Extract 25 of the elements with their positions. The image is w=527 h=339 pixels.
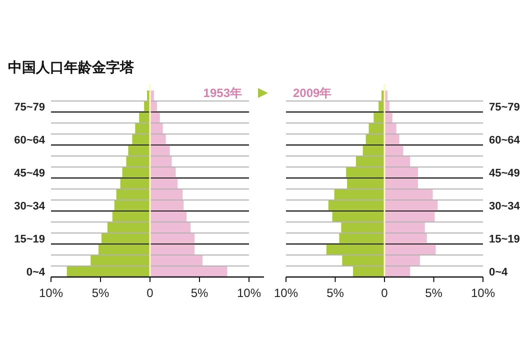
y-tick-label: 0~4 xyxy=(26,266,46,278)
y-tick-label: 15~19 xyxy=(489,234,520,246)
y-tick-label: 60~64 xyxy=(14,134,46,146)
x-tick-label: 10% xyxy=(274,286,298,300)
y-tick-label: 30~34 xyxy=(14,200,46,212)
annotation: 1953年 xyxy=(203,86,242,100)
annotation: 2009年 xyxy=(293,86,332,100)
y-tick-label: 60~64 xyxy=(489,134,521,146)
x-tick-label: 10% xyxy=(470,286,496,300)
x-tick-label: 10% xyxy=(38,286,64,300)
x-tick-label: 5% xyxy=(326,286,344,300)
y-tick-label: 30~34 xyxy=(489,200,521,212)
y-tick-label: 75~79 xyxy=(489,102,520,114)
y-tick-label: 75~79 xyxy=(14,102,45,114)
x-tick-label: 0 xyxy=(381,286,388,300)
x-tick-label: 5% xyxy=(425,286,443,300)
y-tick-label: 0~4 xyxy=(489,266,509,278)
x-tick-label: 0 xyxy=(146,286,154,300)
y-tick-label: 45~49 xyxy=(14,168,45,180)
y-tick-label: 15~19 xyxy=(14,234,45,246)
y-tick-label: 45~49 xyxy=(489,168,520,180)
chart-title: 中国人口年龄金字塔 xyxy=(8,59,135,75)
x-tick-label: 5% xyxy=(190,286,208,300)
x-tick-label: 5% xyxy=(92,286,110,300)
x-tick-label: 10% xyxy=(236,286,262,300)
